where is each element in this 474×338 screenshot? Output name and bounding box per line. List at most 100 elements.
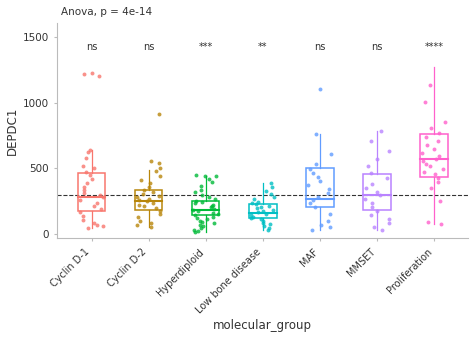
Point [85, 226, 92, 231]
Point [208, 203, 215, 209]
Point [212, 174, 219, 179]
Point [312, 131, 319, 137]
Point [210, 220, 218, 226]
Point [260, 218, 267, 224]
Point [83, 180, 91, 186]
Point [326, 224, 334, 230]
Point [317, 87, 324, 92]
Point [76, 197, 83, 203]
Point [304, 182, 311, 188]
Point [306, 201, 314, 206]
Point [367, 170, 374, 176]
Point [134, 215, 142, 220]
Point [368, 204, 376, 210]
Point [156, 208, 164, 213]
Point [90, 220, 98, 225]
Point [265, 203, 273, 208]
Point [267, 180, 274, 186]
Point [81, 190, 88, 196]
Point [214, 211, 222, 217]
Point [191, 201, 199, 206]
Point [309, 170, 317, 176]
Point [254, 199, 261, 204]
Point [418, 150, 426, 156]
Point [149, 190, 156, 195]
Point [431, 147, 438, 152]
Point [259, 208, 267, 214]
Point [370, 224, 377, 230]
Point [157, 173, 164, 178]
Point [383, 176, 391, 181]
Point [434, 179, 441, 185]
Point [367, 139, 374, 144]
Point [79, 163, 86, 169]
Point [79, 213, 87, 219]
Bar [306, 168, 334, 207]
Point [96, 193, 104, 198]
Point [197, 187, 205, 192]
Point [434, 139, 442, 144]
Point [317, 178, 324, 184]
Point [205, 176, 213, 182]
Point [191, 227, 198, 233]
Point [91, 165, 98, 170]
Point [136, 197, 143, 203]
Point [310, 197, 317, 203]
Point [261, 224, 268, 229]
Text: **: ** [258, 42, 268, 52]
Point [93, 201, 100, 206]
Point [308, 227, 316, 233]
Text: Anova, p = 4e-14: Anova, p = 4e-14 [62, 7, 153, 17]
Point [153, 205, 160, 211]
Point [314, 174, 322, 180]
Point [427, 82, 434, 88]
Point [140, 187, 148, 192]
Point [149, 200, 157, 206]
Point [378, 128, 385, 134]
Point [435, 153, 442, 159]
Point [268, 184, 276, 190]
Point [435, 131, 443, 136]
Point [203, 217, 210, 222]
Point [269, 207, 277, 212]
Point [312, 161, 319, 167]
Point [385, 220, 393, 226]
Point [209, 202, 216, 208]
Point [191, 190, 199, 195]
Point [426, 164, 433, 169]
Point [424, 219, 431, 224]
Point [99, 224, 107, 229]
Point [437, 221, 445, 226]
Point [374, 189, 381, 194]
Point [146, 180, 154, 186]
Point [194, 228, 202, 234]
Point [194, 209, 202, 214]
Text: ns: ns [314, 42, 326, 52]
Point [201, 173, 209, 178]
Point [436, 198, 444, 203]
Point [156, 165, 164, 170]
Point [247, 212, 255, 218]
Point [207, 204, 215, 210]
Point [193, 215, 201, 221]
Point [137, 218, 144, 223]
Point [95, 73, 102, 79]
Point [439, 166, 447, 172]
Point [317, 222, 325, 227]
Point [376, 193, 383, 198]
Point [263, 188, 270, 194]
Point [421, 99, 429, 104]
Point [198, 225, 205, 231]
Bar [249, 204, 277, 218]
Point [255, 210, 262, 215]
Point [434, 176, 441, 181]
Point [84, 149, 92, 155]
Point [373, 209, 381, 214]
Point [270, 194, 277, 200]
Point [152, 168, 159, 174]
Point [155, 161, 163, 166]
Point [324, 218, 331, 223]
Point [263, 211, 270, 216]
Point [209, 210, 217, 215]
Point [191, 230, 199, 235]
